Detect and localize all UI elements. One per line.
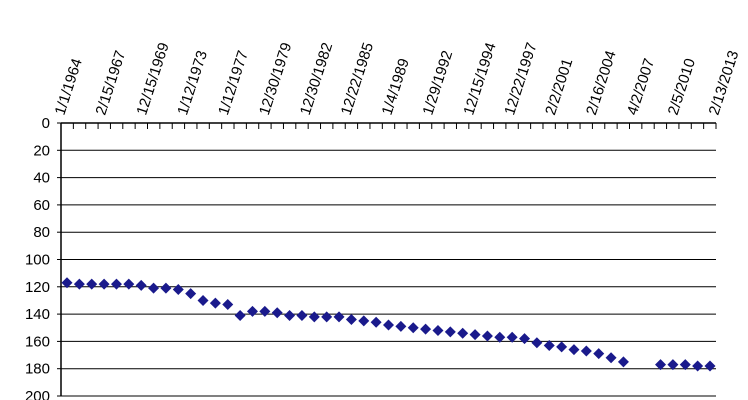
data-point [135,279,147,291]
data-point [469,329,481,341]
y-axis-tick-labels: 0 20 40 60 80 100 120 140 160 180 200 [25,115,50,400]
data-point [172,284,184,296]
data-point [543,339,555,351]
data-point [605,352,617,364]
x-axis-tick-labels: 1/1/1964 2/15/1967 12/15/1969 1/12/1973 1/12… [52,41,743,118]
gridlines [61,149,716,397]
data-point [692,360,704,372]
y-tick-label: 200 [25,388,50,400]
data-point [481,330,493,342]
data-point [259,305,271,317]
data-point [345,314,357,326]
data-point [308,311,320,323]
data-point [110,278,122,290]
data-point [246,305,258,317]
x-tick-label: 2/16/2004 [583,49,620,118]
data-point [395,320,407,332]
data-point [148,282,160,294]
data-point [197,294,209,306]
data-point [531,337,543,349]
axes [57,122,717,397]
data-point [222,299,234,311]
data-point [444,326,456,338]
y-tick-label: 100 [25,252,50,269]
y-tick-label: 60 [33,197,50,214]
data-point [420,323,432,335]
data-point [73,278,85,290]
data-point [98,278,110,290]
data-point [655,359,667,371]
data-point [209,297,221,309]
data-point [333,311,345,323]
data-point [457,327,469,339]
data-point [123,278,135,290]
x-tick-label: 2/15/1967 [93,49,130,118]
data-point [568,344,580,356]
data-point [506,331,518,343]
y-tick-label: 80 [33,224,50,241]
data-point [185,288,197,300]
data-series [61,277,716,372]
data-point [160,282,172,294]
data-point [61,277,73,289]
data-point [296,309,308,321]
x-tick-label: 2/5/2010 [665,56,699,117]
data-point [321,311,333,323]
y-tick-label: 180 [25,361,50,378]
data-point [271,307,283,319]
x-tick-label: 2/13/2013 [706,49,743,118]
y-tick-label: 120 [25,279,50,296]
data-point [679,359,691,371]
x-tick-label: 12/15/1994 [460,41,499,118]
x-tick-label: 12/30/1982 [297,41,336,118]
data-point [494,331,506,343]
data-point [358,315,370,327]
x-tick-label: 2/2/2001 [542,56,576,117]
data-point [593,348,605,360]
data-point [667,359,679,371]
data-point [617,356,629,368]
x-tick-label: 1/1/1964 [52,56,86,117]
y-tick-label: 40 [33,170,50,187]
data-point [704,360,716,372]
data-point [234,309,246,321]
y-tick-label: 140 [25,306,50,323]
y-tick-label: 0 [42,115,50,132]
x-tick-label: 4/2/2007 [624,56,658,117]
x-tick-label: 1/12/1973 [174,49,211,118]
x-tick-label: 12/22/1997 [501,41,540,118]
x-tick-label: 12/22/1985 [338,41,377,118]
data-point [432,324,444,336]
data-point [86,278,98,290]
x-tick-label: 1/29/1992 [420,49,457,118]
data-point [556,341,568,353]
data-point [383,319,394,331]
x-tick-label: 12/30/1979 [256,41,295,118]
x-tick-label: 1/12/1977 [215,49,252,118]
data-point [370,316,382,328]
x-tick-label: 1/4/1989 [379,56,413,117]
x-tick-label: 12/15/1969 [133,41,172,118]
data-point [407,322,419,334]
y-tick-label: 160 [25,333,50,350]
data-point [580,345,592,357]
data-point [284,309,296,321]
data-point [519,333,531,345]
y-tick-label: 20 [33,142,50,159]
